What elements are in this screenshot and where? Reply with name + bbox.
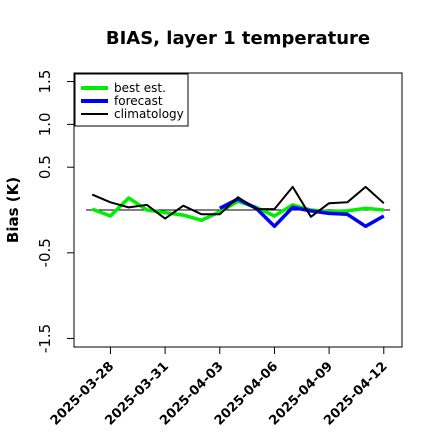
series-line-best-est <box>91 196 384 223</box>
y-axis-label: Bias (K) <box>4 177 22 243</box>
legend-label-climatology: climatology <box>114 107 184 121</box>
y-tick-label: 1.0 <box>36 112 54 136</box>
legend-label-best-est: best est. <box>114 81 166 95</box>
x-axis: 2025-03-282025-03-312025-04-032025-04-06… <box>48 347 391 429</box>
y-axis: -1.5 -0.5 0.5 1.0 1.5 <box>36 70 74 353</box>
series-layer <box>91 185 385 229</box>
plot-frame <box>73 72 403 348</box>
y-tick-label: 1.5 <box>36 70 54 94</box>
y-tick-label: 0.5 <box>36 155 54 179</box>
legend-label-forecast: forecast <box>114 94 163 108</box>
y-tick-label: -0.5 <box>36 238 54 267</box>
y-tick-label: -1.5 <box>36 324 54 353</box>
series-line-climatology <box>91 185 385 220</box>
chart-title: BIAS, layer 1 temperature <box>106 28 370 49</box>
legend: best est. forecast climatology <box>74 73 189 127</box>
